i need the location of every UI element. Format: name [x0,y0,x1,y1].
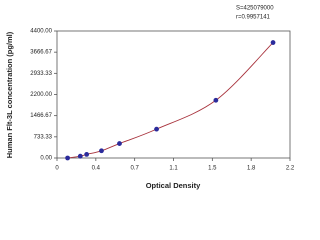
y-tick-label: 0.00 [40,156,52,162]
data-point [99,148,104,154]
y-tick-label: 1466.67 [30,113,52,119]
data-point [213,97,219,103]
y-tick-label: 4400.00 [30,29,52,35]
y-tick-label: 2200.00 [30,92,52,98]
data-point [77,153,83,159]
background [0,0,300,200]
x-tick-label: 0 [55,166,59,172]
x-tick-label: 0.7 [130,166,139,172]
x-tick-label: 1.1 [169,166,178,172]
y-axis-title: Human Flt-3L concentration (pg/ml) [5,31,14,158]
x-tick-label: 1.8 [247,166,256,172]
x-tick-label: 0.4 [92,166,101,172]
x-tick-label: 2.2 [286,166,295,172]
y-tick-label: 733.33 [34,134,53,140]
data-point [65,155,70,161]
y-tick-label: 3666.67 [30,50,52,56]
x-tick-label: 1.5 [208,166,217,172]
y-tick-label: 2933.33 [30,71,52,77]
data-point [270,40,276,45]
data-point [154,126,159,132]
annotation: S=425079000 [236,6,274,12]
data-point [117,141,122,146]
data-point [84,151,90,157]
annotation: r=0.9957141 [236,15,271,21]
x-axis-title: Optical Density [146,181,201,190]
chart: S=425079000 r=0.9957141 Optical Density … [0,0,300,200]
